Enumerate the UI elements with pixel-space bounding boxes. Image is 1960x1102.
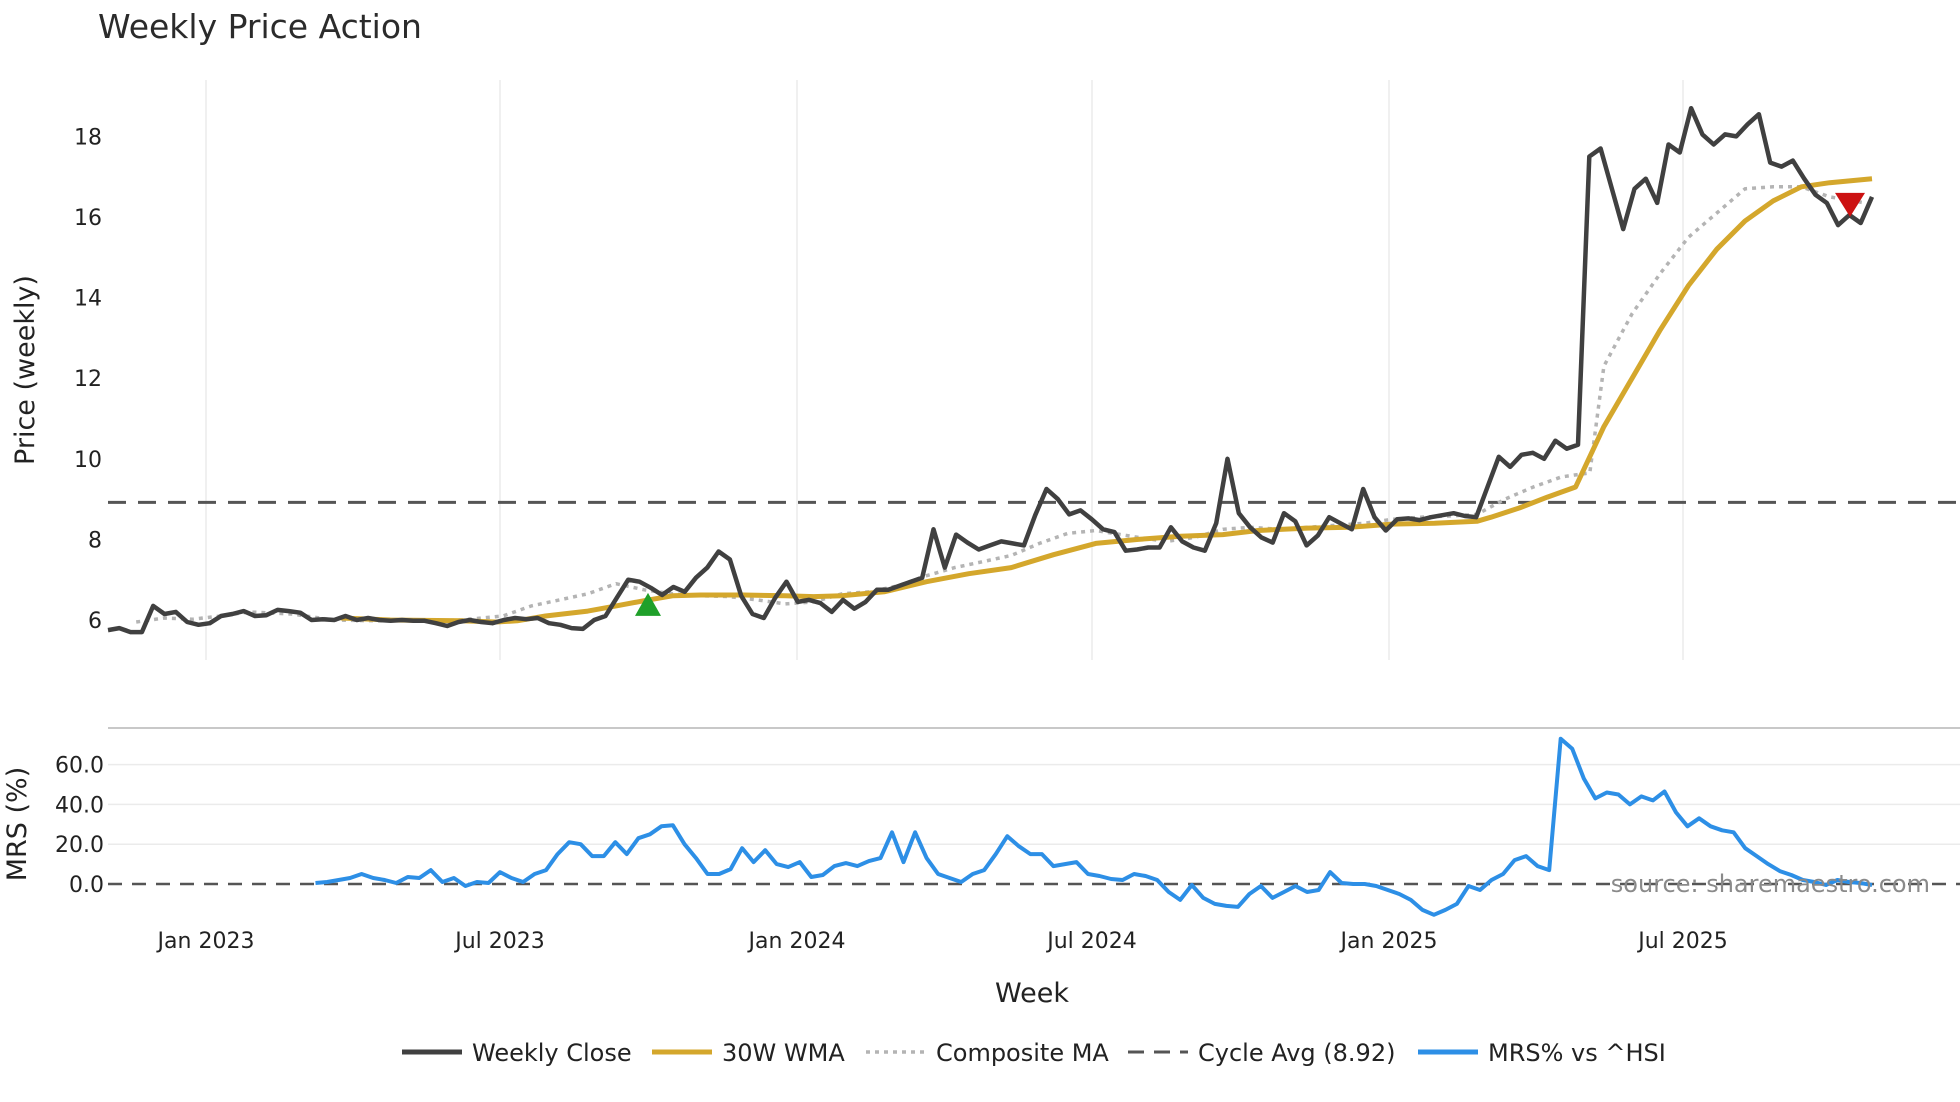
sell-signal-marker — [1835, 192, 1865, 217]
legend-label: Weekly Close — [472, 1039, 632, 1067]
x-tick-label: Jan 2025 — [1339, 929, 1438, 954]
buy-signal-marker — [635, 592, 661, 616]
mrs-line — [315, 736, 1873, 917]
mrs-y-tick-label: 40.0 — [55, 793, 104, 818]
mrs-y-tick-label: 20.0 — [55, 833, 104, 858]
mrs-y-tick-label: 60.0 — [55, 754, 104, 779]
x-axis-title: Week — [995, 978, 1069, 1009]
chart-title: Weekly Price Action — [98, 7, 422, 46]
x-tick-label: Jul 2024 — [1045, 929, 1137, 954]
price-y-tick-label: 18 — [74, 125, 102, 150]
price-y-tick-label: 12 — [74, 367, 102, 392]
x-axis-ticks: Jan 2023 Jul 2023 Jan 2024 Jul 2024 Jan 2025… — [156, 929, 1728, 954]
price-y-tick-label: 14 — [74, 287, 102, 312]
mrs-panel: 0.0 20.0 40.0 60.0 source: sharemaestro.com… — [2, 736, 1960, 917]
price-y-tick-label: 16 — [74, 206, 102, 231]
price-y-tick-label: 10 — [74, 448, 102, 473]
price-panel: 6 8 10 12 14 16 18 Price (weekly) — [10, 80, 1960, 660]
x-tick-label: Jul 2025 — [1636, 929, 1728, 954]
price-y-ticks: 6 8 10 12 14 16 18 — [74, 125, 102, 634]
legend-label: 30W WMA — [722, 1039, 845, 1067]
composite-ma-line — [135, 185, 1866, 624]
legend-label: Composite MA — [936, 1039, 1109, 1067]
legend-label: MRS% vs ^HSI — [1488, 1039, 1666, 1067]
price-y-axis-title: Price (weekly) — [10, 275, 41, 465]
x-tick-label: Jan 2023 — [156, 929, 255, 954]
wma-30w-line — [340, 176, 1873, 625]
signal-markers — [635, 192, 1865, 616]
price-vertical-grid — [205, 80, 1684, 660]
price-y-tick-label: 8 — [88, 528, 102, 553]
mrs-y-tick-label: 0.0 — [69, 873, 104, 898]
x-tick-label: Jan 2024 — [747, 929, 846, 954]
mrs-y-ticks: 0.0 20.0 40.0 60.0 — [55, 754, 1960, 898]
mrs-y-axis-title: MRS (%) — [2, 767, 33, 882]
source-label: source: sharemaestro.com — [1611, 870, 1930, 898]
legend-label: Cycle Avg (8.92) — [1198, 1039, 1395, 1067]
legend: Weekly Close 30W WMA Composite MA Cycle Avg… — [402, 1039, 1666, 1067]
weekly-close-line — [107, 105, 1875, 635]
x-tick-label: Jul 2023 — [453, 929, 545, 954]
price-y-tick-label: 6 — [88, 609, 102, 634]
